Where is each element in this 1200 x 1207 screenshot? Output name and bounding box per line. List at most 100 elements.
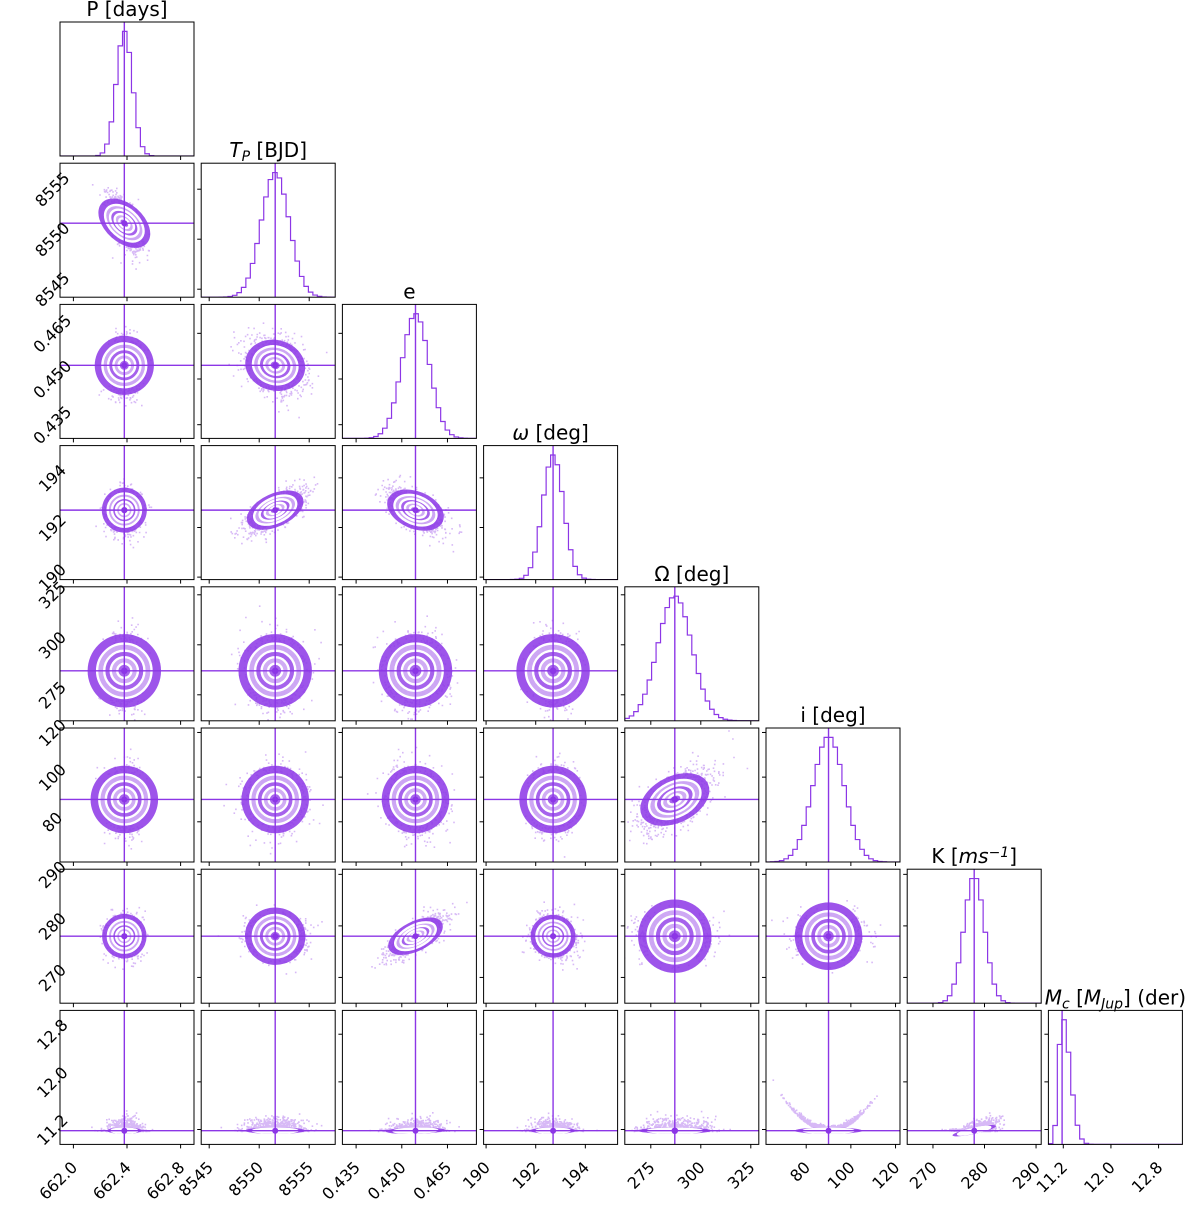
x-tick-label: 11.2 xyxy=(1032,1158,1071,1197)
scatter-points xyxy=(369,1112,460,1133)
y-tick-label: 80 xyxy=(38,808,66,836)
hist-steps-1 xyxy=(201,171,336,298)
x-tick-label: 120 xyxy=(868,1158,903,1193)
panel-frame xyxy=(200,586,336,722)
panel-frame xyxy=(200,303,336,439)
y-tick-label: 11.2 xyxy=(33,1111,72,1150)
x-tick-label: 12.0 xyxy=(1080,1158,1119,1197)
x-tick-label: 280 xyxy=(957,1158,992,1193)
x-tick-label: 192 xyxy=(509,1158,544,1193)
x-tick-label: 270 xyxy=(906,1158,941,1193)
y-tick-label: 100 xyxy=(35,760,70,795)
y-tick-label: 300 xyxy=(35,628,70,663)
param-title-4: Ω [deg] xyxy=(654,562,729,586)
x-tick-label: 0.450 xyxy=(364,1158,410,1204)
panel-frame xyxy=(200,727,336,863)
param-title-7: Mc [MJup] (der) xyxy=(1045,985,1186,1012)
param-title-3: ω [deg] xyxy=(512,421,588,445)
scatter-panel-5-2 xyxy=(341,727,477,863)
panel-frame xyxy=(483,586,619,722)
scatter-panel-6-4 xyxy=(624,868,760,1004)
x-tick-label: 190 xyxy=(459,1158,494,1193)
scatter-points xyxy=(91,1110,154,1133)
hist-panel-7: Mc [MJup] (der) xyxy=(1045,985,1186,1145)
y-tick-label: 275 xyxy=(35,678,70,713)
y-tick-label: 192 xyxy=(35,510,70,545)
scatter-panel-6-1 xyxy=(200,868,336,1004)
x-tick-label: 0.465 xyxy=(409,1158,455,1204)
panel-frame xyxy=(624,868,760,1004)
y-tick-label: 270 xyxy=(35,960,70,995)
scatter-panel-7-4 xyxy=(624,1009,760,1145)
y-tick-label: 194 xyxy=(35,461,70,496)
scatter-panel-7-2 xyxy=(341,1009,477,1145)
scatter-points xyxy=(516,1112,598,1133)
param-title-2: e xyxy=(403,279,415,303)
panel-frame xyxy=(341,727,477,863)
x-tick-label: 662.4 xyxy=(89,1158,135,1204)
y-tick-label: 0.450 xyxy=(29,356,75,402)
scatter-panel-6-3 xyxy=(483,868,619,1004)
panel-frame xyxy=(483,1009,619,1145)
x-tick-label: 80 xyxy=(786,1158,814,1186)
scatter-panel-5-4 xyxy=(624,727,760,863)
hist-panel-5: i [deg] xyxy=(765,703,901,863)
hist-panel-0: P [days] xyxy=(59,0,195,157)
x-tick-label: 275 xyxy=(624,1158,659,1193)
x-tick-label: 12.8 xyxy=(1128,1158,1167,1197)
scatter-panel-4-3 xyxy=(483,586,619,722)
param-title-6: K [ms−1] xyxy=(931,844,1017,868)
panel-frame xyxy=(765,1009,901,1145)
panel-frame xyxy=(200,868,336,1004)
panel-frame xyxy=(624,727,760,863)
y-tick-label: 0.465 xyxy=(29,311,75,357)
scatter-panel-2-1 xyxy=(200,303,336,439)
hist-panel-2: e xyxy=(341,279,477,439)
x-tick-label: 8550 xyxy=(225,1158,267,1200)
scatter-panel-7-6 xyxy=(906,1009,1042,1145)
hist-panel-1: TP [BJD] xyxy=(200,138,336,298)
hist-steps-5 xyxy=(766,736,900,862)
panel-frame xyxy=(200,162,336,298)
x-tick-label: 325 xyxy=(724,1158,759,1193)
x-tick-label: 8555 xyxy=(275,1158,317,1200)
scatter-panel-4-0 xyxy=(59,586,195,722)
hist-steps-2 xyxy=(342,313,477,439)
scatter-panel-3-1 xyxy=(200,445,336,581)
panel-frame xyxy=(765,727,901,863)
scatter-points xyxy=(228,322,328,419)
panel-frame xyxy=(341,586,477,722)
panel-frame xyxy=(200,1009,336,1145)
scatter-panel-4-1 xyxy=(200,586,336,722)
panel-frame xyxy=(341,445,477,581)
scatter-panel-5-3 xyxy=(483,727,619,863)
scatter-panel-2-0 xyxy=(59,303,195,439)
scatter-panel-7-0 xyxy=(59,1009,195,1145)
panel-frame xyxy=(483,445,619,581)
hist-steps-3 xyxy=(483,454,618,580)
y-tick-label: 12.0 xyxy=(33,1063,72,1102)
panel-frame xyxy=(483,868,619,1004)
scatter-panel-3-0 xyxy=(59,445,195,581)
panel-frame xyxy=(341,303,477,439)
panel-frame xyxy=(200,445,336,581)
scatter-panel-7-5 xyxy=(765,1009,901,1145)
scatter-panel-3-2 xyxy=(341,445,477,581)
param-title-1: TP [BJD] xyxy=(229,138,307,165)
scatter-panel-6-2 xyxy=(341,868,477,1004)
panel-frame xyxy=(906,1009,1042,1145)
hist-panel-4: Ω [deg] xyxy=(624,562,760,722)
scatter-panel-4-2 xyxy=(341,586,477,722)
scatter-panel-1-0 xyxy=(59,162,195,298)
y-tick-label: 280 xyxy=(35,909,70,944)
x-tick-label: 194 xyxy=(558,1158,593,1193)
scatter-points xyxy=(772,1079,878,1132)
x-tick-label: 662.0 xyxy=(35,1158,81,1204)
x-tick-label: 100 xyxy=(824,1158,859,1193)
panel-frame xyxy=(341,868,477,1004)
hist-steps-7 xyxy=(1048,1019,1183,1145)
panel-frame xyxy=(624,586,760,722)
y-tick-label: 8555 xyxy=(31,168,73,210)
scatter-panel-6-0 xyxy=(59,868,195,1004)
param-title-5: i [deg] xyxy=(800,703,865,727)
